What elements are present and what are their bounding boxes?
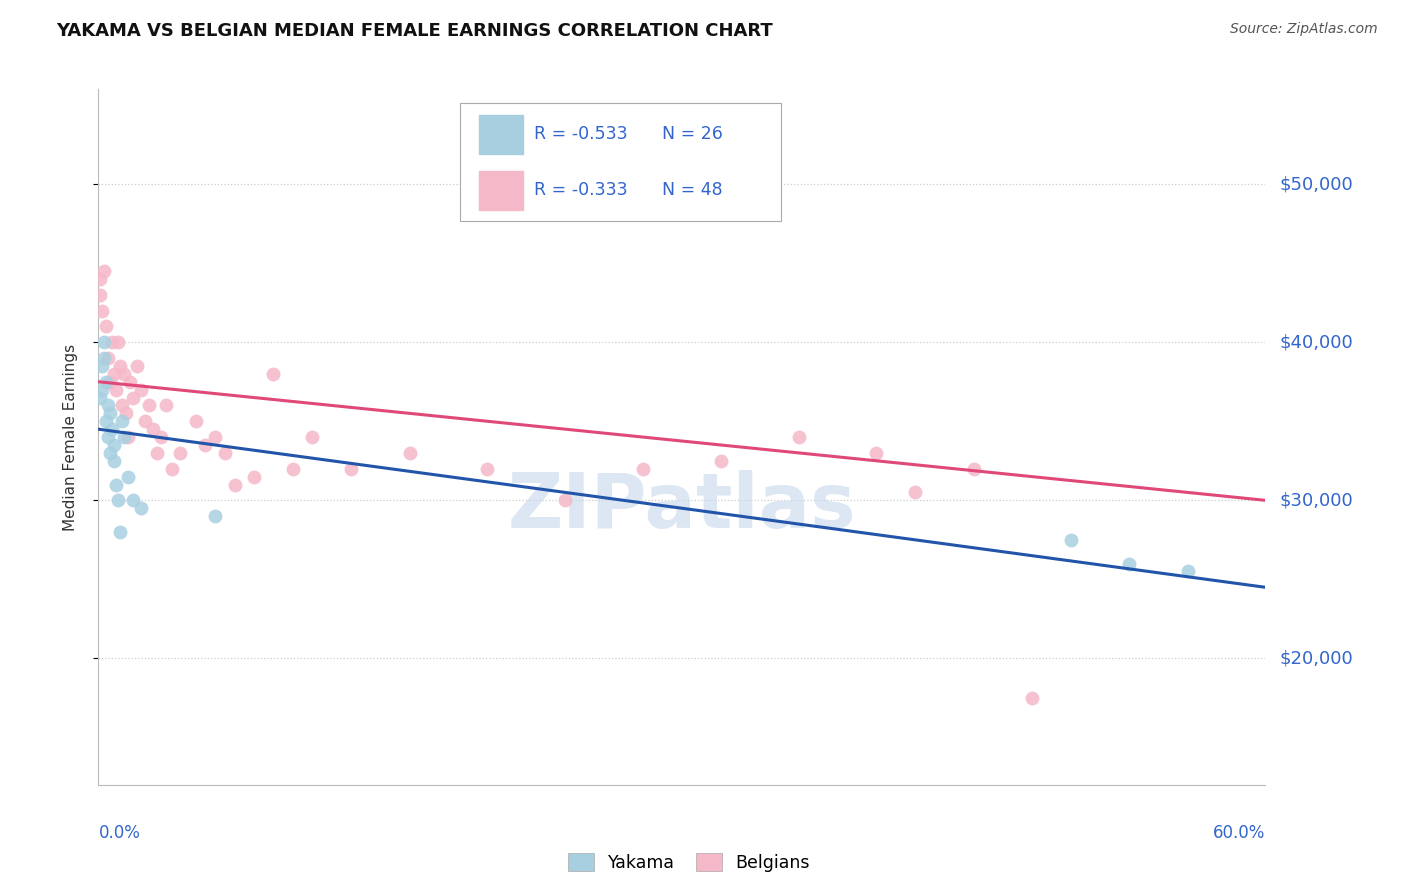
Point xyxy=(554,493,576,508)
Point xyxy=(149,430,172,444)
Point xyxy=(97,351,120,365)
Text: Source: ZipAtlas.com: Source: ZipAtlas.com xyxy=(1230,22,1378,37)
Point xyxy=(101,422,124,436)
Point xyxy=(129,383,152,397)
FancyBboxPatch shape xyxy=(479,170,523,210)
Text: $50,000: $50,000 xyxy=(1279,175,1353,193)
Point xyxy=(98,446,121,460)
Point xyxy=(89,391,111,405)
Point xyxy=(162,461,184,475)
Point xyxy=(204,430,226,444)
Text: N = 48: N = 48 xyxy=(662,181,723,199)
Point xyxy=(98,406,121,420)
Point xyxy=(214,446,236,460)
Point xyxy=(97,399,120,413)
Point xyxy=(114,406,136,420)
Text: $30,000: $30,000 xyxy=(1279,491,1353,509)
Point xyxy=(1118,557,1140,571)
Point xyxy=(112,430,135,444)
Point xyxy=(1177,565,1199,579)
Point xyxy=(108,524,131,539)
Point xyxy=(103,454,125,468)
Point xyxy=(91,383,114,397)
Point xyxy=(93,351,115,365)
Point xyxy=(97,430,120,444)
Point xyxy=(281,461,304,475)
Point xyxy=(146,446,169,460)
Point xyxy=(104,477,127,491)
Point xyxy=(111,414,134,428)
Point xyxy=(108,359,131,373)
Point xyxy=(129,501,152,516)
Point xyxy=(111,399,134,413)
Legend: Yakama, Belgians: Yakama, Belgians xyxy=(561,847,817,879)
Point xyxy=(91,303,114,318)
Point xyxy=(138,399,160,413)
Point xyxy=(103,367,125,381)
Point xyxy=(787,430,810,444)
Point xyxy=(301,430,323,444)
Point xyxy=(89,287,111,301)
Text: 60.0%: 60.0% xyxy=(1213,824,1265,842)
Point xyxy=(118,375,141,389)
Point xyxy=(93,264,115,278)
Text: YAKAMA VS BELGIAN MEDIAN FEMALE EARNINGS CORRELATION CHART: YAKAMA VS BELGIAN MEDIAN FEMALE EARNINGS… xyxy=(56,22,773,40)
FancyBboxPatch shape xyxy=(479,115,523,154)
Text: ZIPatlas: ZIPatlas xyxy=(508,470,856,543)
Text: R = -0.333: R = -0.333 xyxy=(534,181,627,199)
Point xyxy=(1060,533,1083,547)
Point xyxy=(112,367,135,381)
Point xyxy=(107,493,129,508)
Point xyxy=(340,461,363,475)
Point xyxy=(169,446,191,460)
Point xyxy=(127,359,149,373)
Point xyxy=(904,485,927,500)
Text: $40,000: $40,000 xyxy=(1279,334,1353,351)
Text: $20,000: $20,000 xyxy=(1279,649,1353,667)
Point xyxy=(101,335,124,350)
Y-axis label: Median Female Earnings: Median Female Earnings xyxy=(63,343,77,531)
Point xyxy=(631,461,654,475)
Text: 0.0%: 0.0% xyxy=(98,824,141,842)
Point xyxy=(865,446,887,460)
Point xyxy=(204,509,226,524)
Point xyxy=(96,414,118,428)
Point xyxy=(104,383,127,397)
Point xyxy=(184,414,207,428)
Point xyxy=(103,438,125,452)
Point xyxy=(117,430,139,444)
Point xyxy=(122,391,145,405)
Point xyxy=(142,422,165,436)
Point xyxy=(262,367,284,381)
Point xyxy=(96,319,118,334)
Point xyxy=(117,469,139,483)
Point xyxy=(243,469,266,483)
Point xyxy=(477,461,499,475)
Point xyxy=(122,493,145,508)
Point xyxy=(107,335,129,350)
Point xyxy=(194,438,217,452)
Point xyxy=(962,461,984,475)
Point xyxy=(96,375,118,389)
Text: R = -0.533: R = -0.533 xyxy=(534,126,627,144)
Point xyxy=(89,272,111,286)
Point xyxy=(134,414,156,428)
Point xyxy=(710,454,733,468)
Point xyxy=(91,359,114,373)
Point xyxy=(93,335,115,350)
Point xyxy=(98,375,121,389)
Point xyxy=(224,477,246,491)
FancyBboxPatch shape xyxy=(460,103,782,221)
Point xyxy=(1021,690,1043,705)
Point xyxy=(155,399,177,413)
Point xyxy=(398,446,420,460)
Text: N = 26: N = 26 xyxy=(662,126,723,144)
